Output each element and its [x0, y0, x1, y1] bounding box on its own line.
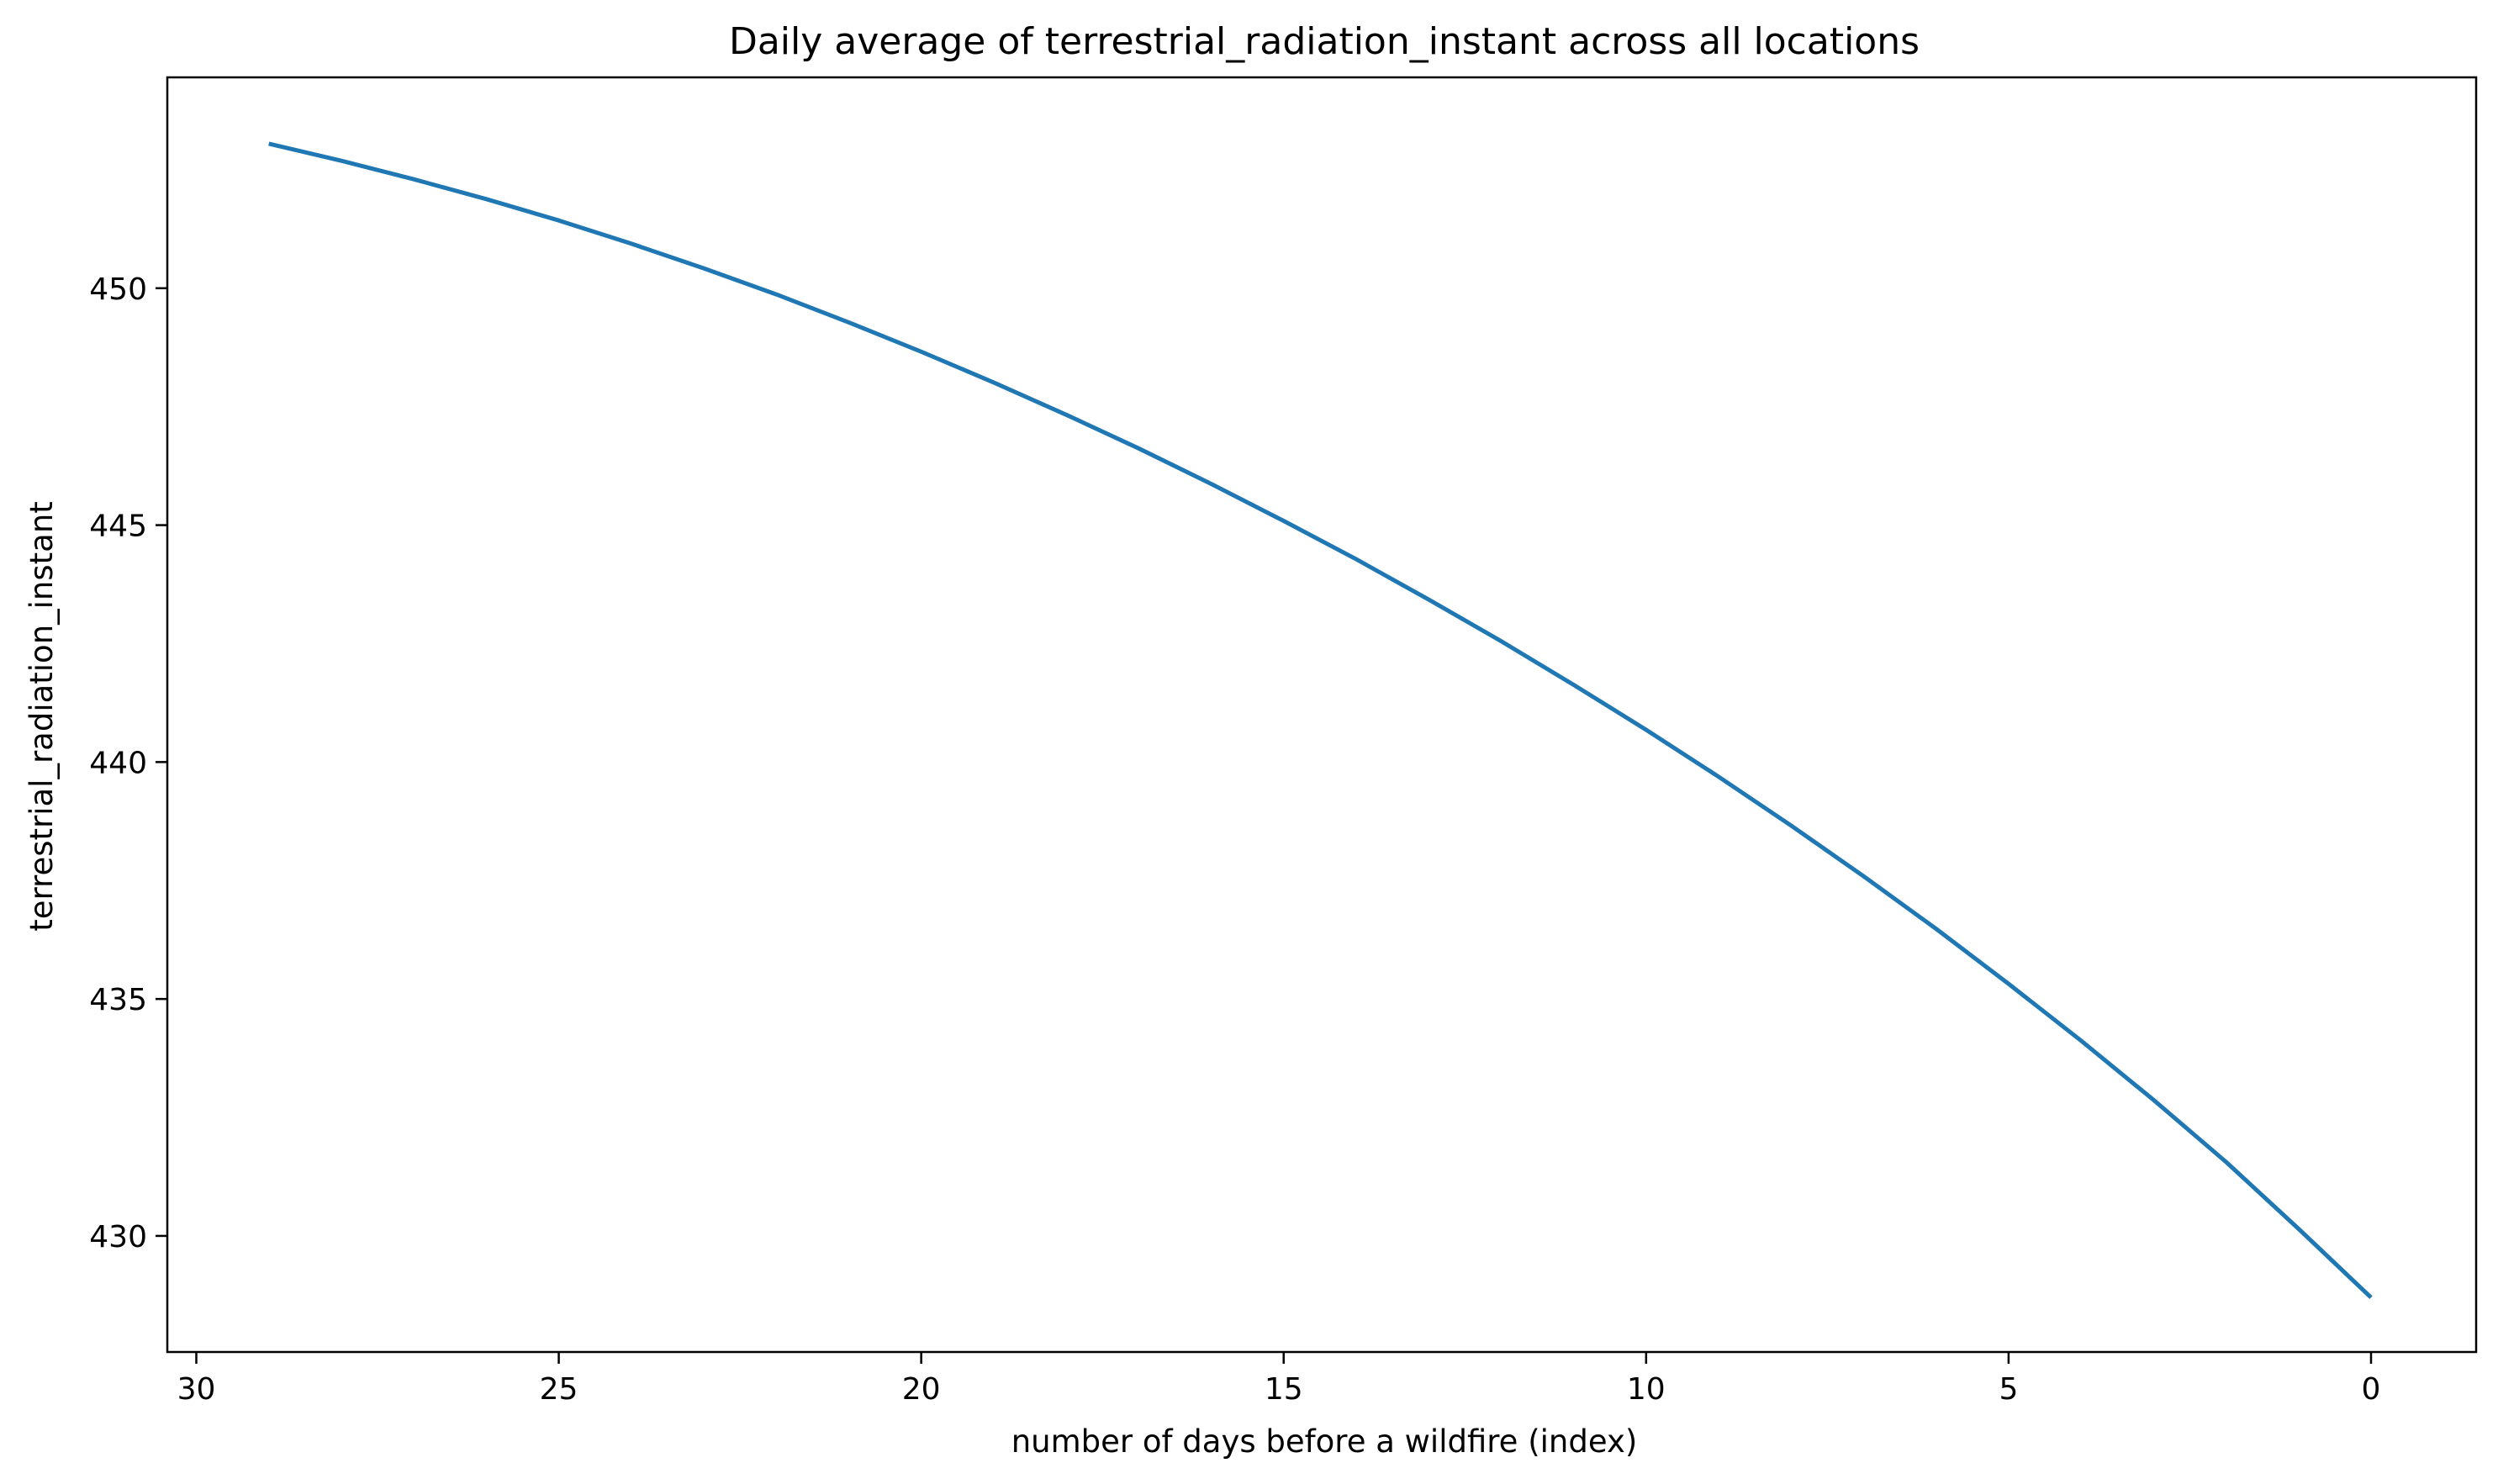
y-tick-label: 440	[89, 746, 147, 780]
series-line-0	[268, 141, 2373, 1300]
x-tick-label: 30	[177, 1372, 216, 1407]
chart-title: Daily average of terrestrial_radiation_i…	[729, 20, 1920, 63]
x-tick-label: 10	[1627, 1372, 1666, 1407]
x-axis-label: number of days before a wildfire (index)	[1011, 1423, 1638, 1460]
y-tick-label: 450	[89, 272, 147, 307]
axes-frame	[166, 76, 2478, 1354]
y-tick-label: 435	[89, 983, 147, 1017]
x-tick-label: 25	[540, 1372, 578, 1407]
x-tick-label: 15	[1265, 1372, 1303, 1407]
y-axis-label: terrestrial_radiation_instant	[24, 501, 60, 932]
x-tick-label: 20	[902, 1372, 941, 1407]
x-tick-label: 5	[1999, 1372, 2018, 1407]
y-tick-label: 430	[89, 1220, 147, 1254]
y-axis-ticks: 430 435 440 445 450	[89, 272, 167, 1254]
x-tick-label: 0	[2362, 1372, 2381, 1407]
y-tick-label: 445	[89, 510, 147, 544]
plot-area	[166, 76, 2478, 1354]
x-axis-ticks: 30 25 20 15 10 5 0	[177, 1352, 2381, 1407]
